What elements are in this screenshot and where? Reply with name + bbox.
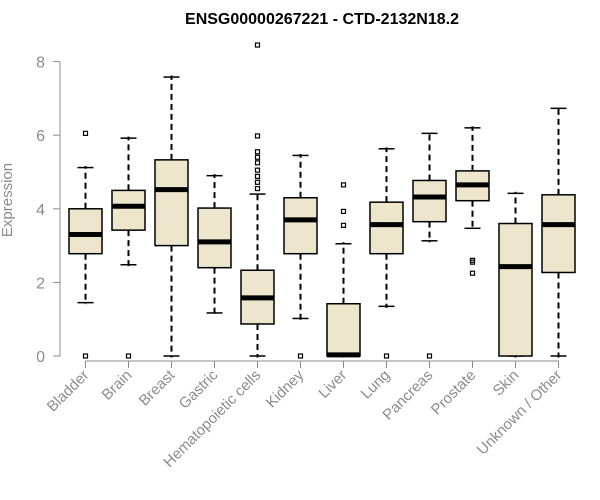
outlier-point [254,185,261,192]
x-tick-label: Bladder [44,367,93,416]
x-tick-label: Kidney [263,366,308,411]
box-lung [369,147,404,359]
iqr-box [283,197,318,255]
box-brain [111,136,146,359]
outlier-point [82,130,89,136]
box-unknown-other [541,106,576,358]
outlier-point [254,173,261,180]
outlier-point [340,182,347,188]
y-tick-label: 0 [36,349,45,366]
iqr-box [197,207,232,269]
x-tick-label: Breast [136,366,179,409]
box-prostate [455,126,490,276]
box-skin [498,191,533,358]
iqr-box [326,302,361,357]
x-tick-label: Brain [99,367,136,404]
x-tick-label: Liver [315,367,350,402]
iqr-box [68,208,103,255]
iqr-box [369,201,404,255]
outlier-point [340,208,347,214]
iqr-box [498,222,533,357]
iqr-box [541,194,576,274]
y-axis: 0 2 4 6 8 [36,55,61,366]
outlier-point [254,154,261,160]
outlier-point [469,270,476,276]
outlier-point [469,259,476,265]
y-tick-label: 2 [36,275,45,292]
box-pancreas [412,131,447,359]
outlier-point [82,353,89,359]
y-tick-label: 4 [36,202,45,219]
outlier-point [297,353,304,359]
y-tick-label: 8 [36,55,45,72]
iqr-box [154,159,189,247]
box-kidney [283,153,318,359]
x-tick-label: Skin [490,367,523,400]
boxes-group [68,42,576,359]
outlier-point [254,149,261,155]
outlier-point [383,353,390,359]
iqr-box [111,189,146,231]
outlier-point [254,133,261,139]
iqr-box [412,179,447,223]
x-tick-label: Lung [358,367,394,403]
box-liver [326,182,361,358]
box-gastric [197,174,232,315]
outlier-point [254,167,261,173]
y-tick-label: 6 [36,128,45,145]
box-breast [154,75,189,358]
outlier-point [125,353,132,359]
outlier-point [254,160,261,166]
outlier-point [340,222,347,228]
chart-title: ENSG00000267221 - CTD-2132N18.2 [185,11,459,28]
box-bladder [68,130,103,359]
outlier-point [254,42,261,48]
outlier-point [254,179,261,185]
y-axis-label: Expression [0,163,16,237]
box-hematopoietic-cells [240,42,275,358]
outlier-point [426,353,433,359]
x-tick-label: Prostate [428,367,480,419]
